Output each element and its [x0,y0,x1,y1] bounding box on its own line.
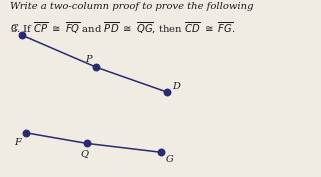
Point [20,34,25,37]
Text: F: F [14,138,21,147]
Text: D: D [172,82,180,91]
Text: P: P [85,55,91,64]
Point [158,151,163,154]
Text: Write a two-column proof to prove the following: Write a two-column proof to prove the fo… [10,2,253,11]
Point [23,131,28,134]
Text: Q: Q [80,149,88,158]
Point [84,142,89,145]
Text: G: G [166,155,173,164]
Text: 3. If $\overline{CP}$ $\cong$ $\overline{FQ}$ and $\overline{PD}$ $\cong$ $\over: 3. If $\overline{CP}$ $\cong$ $\overline… [10,21,235,36]
Point [164,91,169,93]
Point [94,66,99,69]
Text: C: C [11,24,18,33]
